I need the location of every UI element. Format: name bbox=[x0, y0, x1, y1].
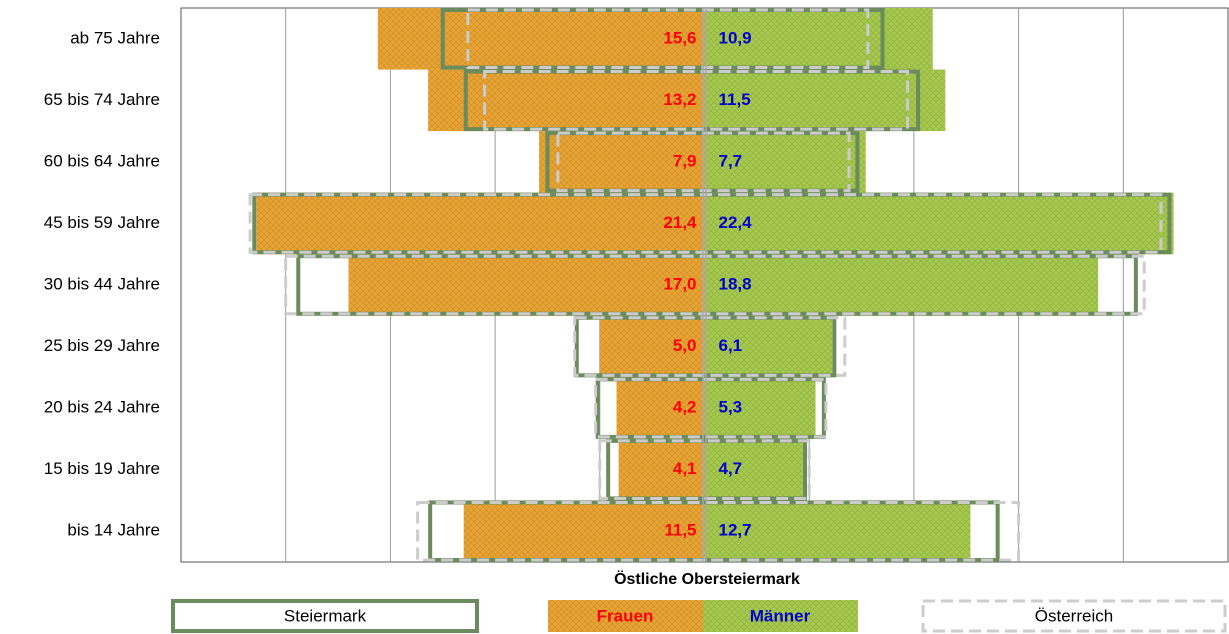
legend-swatch bbox=[548, 600, 703, 632]
reference-outline bbox=[573, 316, 847, 377]
category-label: 30 bis 44 Jahre bbox=[44, 274, 160, 293]
legend-label: Österreich bbox=[1035, 606, 1113, 625]
value-label: 4,7 bbox=[719, 459, 743, 478]
reference-outline bbox=[284, 254, 1146, 316]
bar bbox=[704, 69, 946, 132]
value-label: 11,5 bbox=[719, 90, 751, 109]
bar bbox=[348, 254, 705, 316]
category-label: bis 14 Jahre bbox=[67, 521, 160, 540]
legend-box bbox=[171, 599, 479, 633]
value-label: 21,4 bbox=[663, 213, 697, 232]
reference-outline bbox=[416, 500, 1021, 562]
value-label: 6,1 bbox=[719, 336, 743, 355]
category-label: 65 bis 74 Jahre bbox=[44, 90, 160, 109]
bar bbox=[704, 438, 803, 501]
bar bbox=[704, 500, 971, 562]
reference-outline bbox=[594, 377, 828, 439]
reference-outline bbox=[598, 439, 811, 500]
bar bbox=[704, 315, 833, 378]
bar bbox=[256, 192, 705, 255]
category-label: ab 75 Jahre bbox=[70, 28, 160, 47]
bar bbox=[704, 192, 1174, 255]
value-label: 13,2 bbox=[663, 90, 696, 109]
bar bbox=[377, 8, 705, 70]
reference-outline bbox=[466, 8, 870, 70]
legend-label: Männer bbox=[750, 606, 811, 625]
bar bbox=[539, 131, 705, 193]
value-label: 18,8 bbox=[719, 274, 752, 293]
legend-title: Östliche Obersteiermark bbox=[614, 569, 800, 588]
bar bbox=[704, 131, 866, 193]
bar bbox=[704, 254, 1099, 316]
bar bbox=[428, 69, 705, 132]
value-label: 17,0 bbox=[663, 274, 696, 293]
value-label: 12,7 bbox=[719, 521, 752, 540]
value-label: 7,9 bbox=[673, 151, 697, 170]
category-label: 45 bis 59 Jahre bbox=[44, 213, 160, 232]
bar bbox=[599, 315, 705, 378]
value-label: 10,9 bbox=[719, 28, 752, 47]
legend-box bbox=[921, 599, 1227, 633]
reference-outline bbox=[440, 8, 885, 70]
bar bbox=[618, 438, 705, 501]
category-label: 15 bis 19 Jahre bbox=[44, 459, 160, 478]
value-label: 15,6 bbox=[663, 28, 696, 47]
value-label: 7,7 bbox=[719, 151, 743, 170]
legend-label: Frauen bbox=[597, 606, 654, 625]
value-label: 5,3 bbox=[719, 398, 743, 417]
legend-swatch bbox=[703, 600, 858, 632]
bar bbox=[616, 377, 705, 439]
value-label: 4,1 bbox=[673, 459, 697, 478]
bar bbox=[704, 377, 816, 439]
legend-label: Steiermark bbox=[284, 606, 367, 625]
bar bbox=[704, 8, 933, 70]
value-label: 5,0 bbox=[673, 336, 697, 355]
reference-outline bbox=[483, 70, 910, 131]
value-label: 11,5 bbox=[664, 521, 696, 540]
value-label: 22,4 bbox=[719, 213, 753, 232]
category-label: 25 bis 29 Jahre bbox=[44, 336, 160, 355]
bar bbox=[463, 500, 705, 562]
value-label: 4,2 bbox=[673, 398, 697, 417]
category-label: 20 bis 24 Jahre bbox=[44, 398, 160, 417]
category-label: 60 bis 64 Jahre bbox=[44, 151, 160, 170]
